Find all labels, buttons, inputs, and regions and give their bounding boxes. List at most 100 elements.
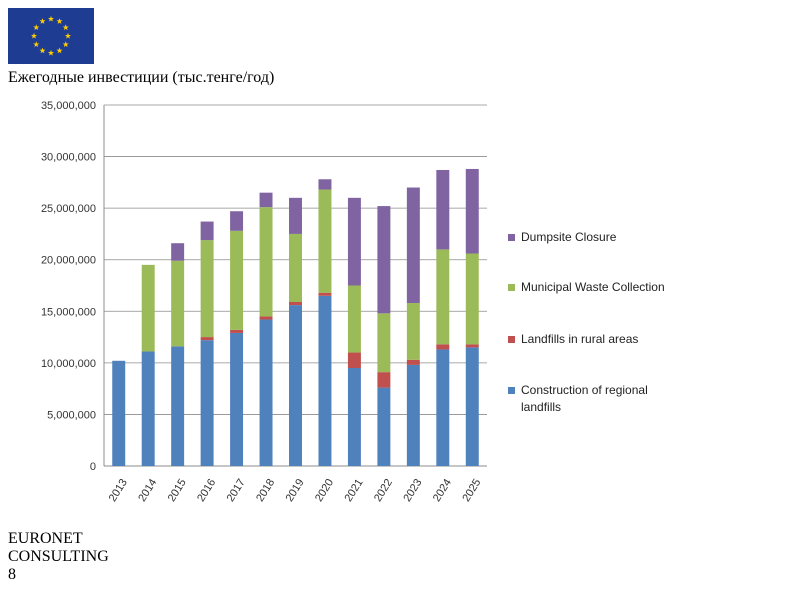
page-number: 8 (8, 566, 16, 583)
bar-segment (200, 340, 214, 466)
y-tick-label: 35,000,000 (41, 100, 96, 112)
stacked-bar-chart: 0 5,000,000 10,000,000 15,000,000 20,000,000… (41, 100, 665, 504)
x-tick-label: 2015 (166, 477, 189, 504)
x-tick-label: 2023 (401, 477, 424, 504)
bar-segment (141, 351, 155, 466)
slide-title: Ежегодные инвестиции (тыс.тенге/год) (8, 69, 275, 86)
x-tick-label: 2020 (313, 477, 336, 504)
chart-container: 0 5,000,000 10,000,000 15,000,000 20,000,000… (8, 87, 792, 530)
bar-segment (200, 337, 214, 341)
bar-segment (259, 207, 273, 317)
legend-label: Landfills in rural areas (521, 332, 638, 346)
bar-segment (318, 179, 332, 190)
flag-star-icon (47, 49, 55, 56)
bar-segment (406, 359, 420, 365)
bar-segment (318, 295, 332, 466)
bar-segment (406, 364, 420, 466)
x-tick-label: 2022 (372, 477, 395, 504)
euronet-consulting-logo: EURONET CONSULTING (8, 530, 792, 566)
bar-segment (465, 168, 479, 254)
x-tick-label: 2016 (195, 477, 218, 504)
flag-star-icon (39, 18, 46, 24)
y-tick-label: 30,000,000 (41, 152, 96, 164)
bar-segment (377, 387, 391, 466)
flag-star-icon (33, 24, 40, 31)
bar-segment (377, 313, 391, 373)
bar-segment (289, 197, 302, 234)
x-tick-label: 2024 (431, 477, 454, 504)
legend-swatch (508, 284, 515, 291)
bar-segment (112, 360, 126, 466)
title-bar: Ежегодные инвестиции (тыс.тенге/год) (8, 69, 792, 87)
legend-label-line: landfills (521, 400, 561, 414)
bar-segment (171, 260, 185, 347)
legend-label: Municipal Waste Collection (521, 280, 665, 294)
bar-segment (171, 243, 185, 261)
bar-segment (289, 305, 302, 466)
bar-segment (436, 249, 450, 345)
bar-segment (318, 292, 332, 296)
x-tick-label: 2017 (225, 477, 248, 504)
bar-segment (230, 329, 244, 333)
bar-segment (436, 344, 450, 350)
flag-star-icon (62, 41, 69, 48)
y-tick-label: 25,000,000 (41, 203, 96, 215)
flag-star-icon (47, 15, 55, 22)
bar-segment (200, 221, 214, 241)
bar-segment (318, 189, 332, 293)
flag-star-icon (39, 47, 46, 54)
logo-text-line1: EURONET (8, 530, 83, 547)
bar-segment (200, 240, 214, 338)
legend-label-line: Municipal Waste Collection (521, 280, 665, 294)
x-tick-label: 2025 (460, 477, 483, 504)
legend-swatch (508, 387, 515, 394)
x-tick-label: 2013 (107, 477, 130, 504)
y-tick-label: 20,000,000 (41, 255, 96, 267)
logo-text-line2: CONSULTING (8, 548, 109, 565)
slide: Ежегодные инвестиции (тыс.тенге/год) 0 5,… (8, 8, 792, 584)
flag-star-icon (56, 18, 63, 24)
x-tick-label: 2021 (342, 477, 365, 504)
bar-segment (141, 264, 155, 352)
y-tick-label: 0 (90, 461, 96, 473)
y-tick-label: 15,000,000 (41, 306, 96, 318)
legend-label-line: Construction of regional (521, 383, 648, 397)
bar-segment (465, 253, 479, 345)
flag-star-icon (62, 24, 69, 31)
bar-segment (377, 372, 391, 388)
legend-swatch (508, 234, 515, 241)
bar-segment (230, 332, 244, 466)
x-tick-label: 2019 (284, 477, 307, 504)
bar-segment (347, 197, 361, 286)
x-tick-label: 2014 (136, 477, 159, 504)
bar-segment (347, 352, 361, 369)
bar-segment (347, 368, 361, 466)
legend-swatch (508, 336, 515, 343)
bar-segment (289, 302, 302, 306)
bar-segment (347, 285, 361, 353)
bar-segment (230, 230, 244, 330)
flag-star-icon (33, 41, 40, 48)
bar-segment (436, 169, 450, 250)
bar-segment (259, 192, 273, 208)
eu-flag-icon (8, 8, 792, 69)
flag-star-icon (56, 47, 63, 54)
legend-label: Dumpsite Closure (521, 230, 617, 244)
bar-segment (436, 349, 450, 466)
bar-segment (259, 316, 273, 320)
flag-star-icon (30, 32, 38, 39)
legend-label-line: Dumpsite Closure (521, 230, 617, 244)
bar-segment (406, 187, 420, 304)
bar-segment (406, 303, 420, 360)
bar-segment (465, 347, 479, 466)
legend-label-line: Landfills in rural areas (521, 332, 638, 346)
y-tick-label: 5,000,000 (47, 409, 96, 421)
bar-segment (230, 211, 244, 231)
flag-star-icon (64, 32, 72, 39)
bar-segment (377, 206, 391, 314)
bar-segment (259, 319, 273, 466)
y-tick-label: 10,000,000 (41, 358, 96, 370)
x-tick-label: 2018 (254, 477, 277, 504)
bar-segment (289, 233, 302, 303)
bar-segment (465, 344, 479, 348)
